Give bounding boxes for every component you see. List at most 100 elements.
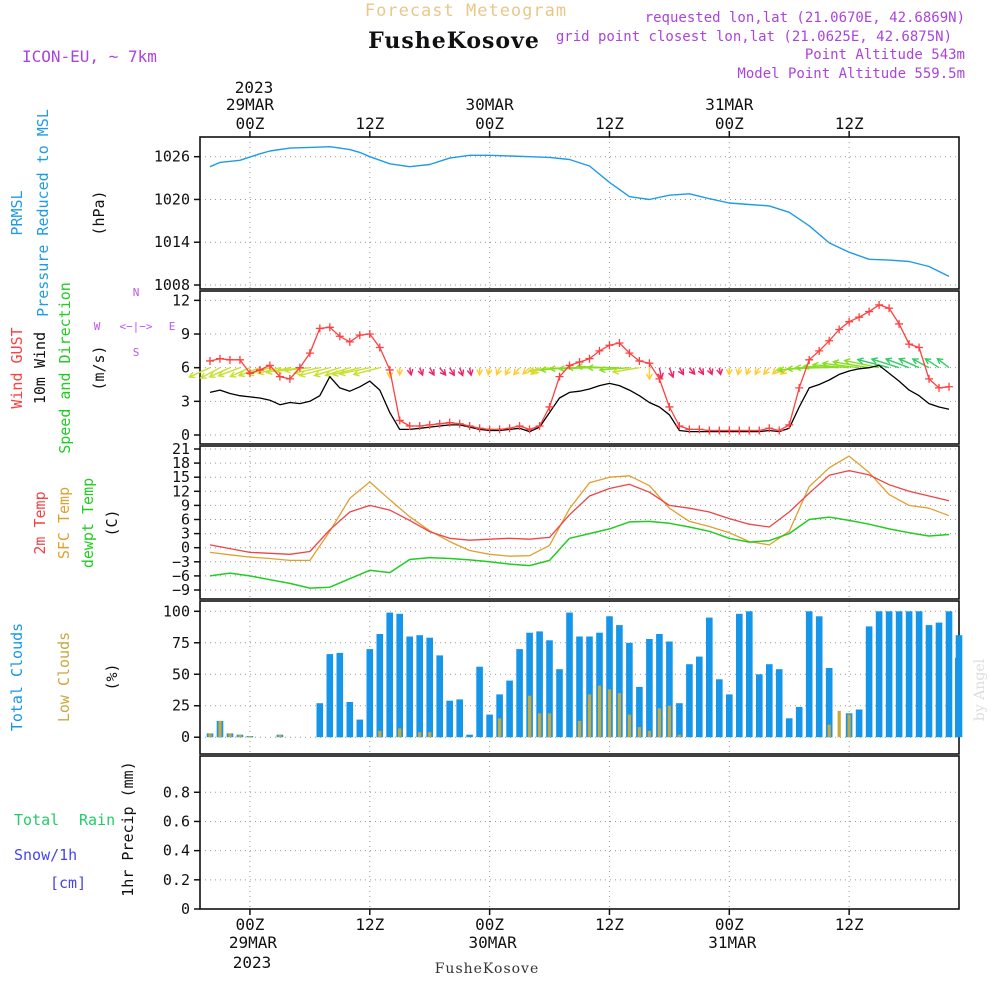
wind-arrow-head [513, 368, 520, 376]
gust-marker [595, 346, 604, 355]
gust-marker [855, 313, 864, 322]
low-cloud-bar [637, 727, 641, 738]
total-cloud-bar [616, 625, 623, 738]
pressure-ytick-label: 1008 [154, 276, 190, 294]
pressure-panel: 1008 1014 1020 1026 [154, 136, 960, 294]
wind-arrow-head [811, 361, 819, 369]
wind-arrow-head [777, 366, 785, 374]
wind-arrow-head [298, 370, 306, 378]
wind-arrow-head [611, 367, 620, 375]
bottom-date-label: 29MAR [229, 933, 278, 952]
wind-arrow [353, 367, 380, 376]
wind-arrow-head [754, 368, 761, 376]
wind-arrow [612, 367, 640, 373]
gust-marker [865, 307, 874, 316]
compass-w: W [94, 320, 101, 333]
temp-ytick-label: 18 [172, 454, 190, 472]
low-cloud-bar [418, 732, 422, 738]
low-cloud-bar [228, 733, 232, 738]
temp-unit: (C) [103, 509, 121, 536]
temp-ytick-label: −3 [172, 553, 190, 571]
total-cloud-bar [496, 694, 503, 738]
total-cloud-bar [686, 664, 693, 738]
top-date-label: 31MAR [705, 95, 754, 114]
clouds-ytick-label: 0 [181, 728, 190, 746]
precip-frame [199, 755, 960, 910]
gust-marker [705, 426, 714, 435]
low-cloud-bar [218, 720, 222, 738]
gust-marker [285, 374, 294, 383]
total-cloud-bar [935, 622, 943, 738]
wind-arrow [200, 367, 221, 379]
total-cloud-bar [536, 631, 543, 738]
low-cloud-bar [617, 693, 621, 738]
requested-coords: requested lon,lat (21.0670E, 42.6869N) [645, 10, 965, 26]
low-cloud-bar [597, 685, 602, 738]
total-cloud-bar [586, 636, 593, 738]
pressure-ytick-label: 1026 [154, 148, 190, 166]
panels: 1008101410201026036912−9−6−3036912151821… [154, 136, 963, 918]
wind-arrow-head [199, 372, 207, 379]
total-cloud-bar [706, 617, 713, 738]
gust-marker [775, 426, 784, 435]
low-cloud-bar [378, 730, 382, 738]
gust-marker [425, 420, 434, 429]
wind-arrow-head [911, 358, 919, 365]
wind-arrow [658, 367, 663, 379]
gust-marker [345, 337, 354, 346]
bottom-time-label: 12Z [595, 915, 624, 934]
wind-arrow-head [794, 364, 802, 372]
low-cloud-bar [577, 720, 582, 738]
wind-arrow [299, 367, 330, 377]
total-cloud-bar [426, 637, 433, 738]
wind-arrow-head [439, 368, 447, 377]
total-cloud-bar [476, 666, 483, 738]
gust-marker [765, 424, 774, 433]
compass-cross: <−|−> [119, 320, 152, 333]
total-cloud-bar [865, 626, 873, 738]
gust-marker [905, 340, 914, 349]
clouds-ytick-label: 25 [172, 697, 190, 715]
total-cloud-bar [805, 611, 813, 738]
total-cloud-bar [726, 694, 733, 738]
total-cloud-bar [716, 679, 723, 738]
clouds-panel: 0 25 50 75 100 [163, 600, 963, 755]
total-cloud-bar [606, 616, 613, 738]
gust-marker [255, 365, 264, 374]
low-cloud-bar [547, 713, 552, 738]
gust-marker [315, 324, 324, 333]
low-cloud-bar [528, 695, 532, 738]
gust-marker [795, 383, 804, 392]
total-cloud-bar [766, 664, 773, 738]
total-cloud-bar [875, 611, 883, 738]
total-cloud-bar [576, 636, 583, 738]
precip-ytick-label: 0.4 [163, 842, 190, 860]
gust-marker [875, 300, 884, 309]
speed-direction-label: Speed and Direction [56, 282, 74, 454]
gust-marker [915, 343, 924, 352]
low-cloud-bar [428, 732, 432, 738]
gust-marker [825, 336, 834, 345]
temp-ytick-label: −6 [172, 567, 190, 585]
gust-marker [735, 426, 744, 435]
wind-arrow [599, 367, 630, 371]
wind-ytick-label: 3 [181, 392, 190, 410]
low-cloud-bar [657, 708, 661, 738]
wind-arrow-head [448, 369, 455, 377]
wind-arrow-head [771, 367, 779, 375]
gust-marker [675, 422, 684, 431]
wind-arrow [449, 367, 455, 376]
top-time-label: 12Z [595, 114, 624, 133]
total-cloud-bar [945, 611, 953, 738]
wind-arrow-head [504, 368, 511, 376]
wind-arrow-head [187, 371, 196, 379]
gust-marker [485, 425, 494, 434]
wind-arrow-head [324, 370, 332, 378]
wind-arrow-head [428, 368, 435, 377]
gust-marker [305, 349, 314, 358]
temp-ytick-label: 12 [172, 482, 190, 500]
total-cloud-bar [895, 611, 903, 738]
gust-marker [295, 363, 304, 372]
gust-marker [475, 424, 484, 433]
pressure-frame [199, 136, 960, 290]
